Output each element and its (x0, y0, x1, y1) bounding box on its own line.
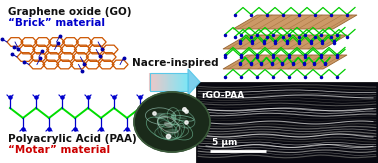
Text: “Motar” material: “Motar” material (8, 145, 110, 155)
Ellipse shape (178, 117, 187, 119)
Text: 5 μm: 5 μm (212, 138, 237, 147)
Text: “Brick” material: “Brick” material (8, 18, 105, 28)
Ellipse shape (165, 129, 178, 135)
Text: Polyacrylic Acid (PAA): Polyacrylic Acid (PAA) (8, 134, 137, 144)
Bar (196, 82, 378, 163)
Text: Nacre-inspired: Nacre-inspired (132, 58, 218, 68)
Ellipse shape (171, 113, 176, 120)
Ellipse shape (164, 122, 173, 128)
Polygon shape (223, 35, 347, 49)
Bar (196, 82, 378, 163)
Polygon shape (223, 55, 347, 69)
Bar (150, 73, 188, 91)
Ellipse shape (155, 113, 167, 119)
Text: rGO-PAA: rGO-PAA (201, 91, 244, 100)
Text: Graphene oxide (GO): Graphene oxide (GO) (8, 7, 132, 17)
Polygon shape (233, 15, 357, 29)
Ellipse shape (134, 92, 210, 152)
Polygon shape (188, 69, 200, 95)
